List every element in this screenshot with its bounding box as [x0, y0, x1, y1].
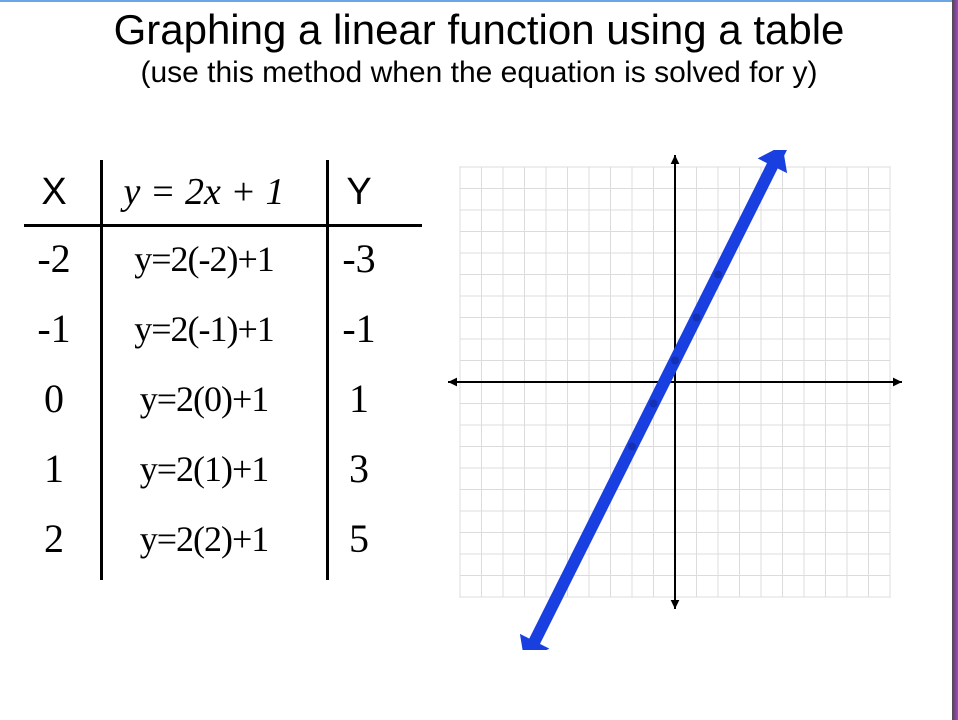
cell-x: 0	[14, 379, 94, 419]
header-equation: y = 2x + 1	[94, 170, 314, 214]
header-y: Y	[314, 171, 404, 214]
cell-eq: y=2(-1)+1	[94, 311, 314, 347]
graph-panel	[448, 150, 908, 650]
cell-eq: y=2(0)+1	[94, 381, 314, 417]
table-header-row: X y = 2x + 1 Y	[14, 160, 424, 224]
table-row: 0 y=2(0)+1 1	[14, 364, 424, 434]
table-row: -2 y=2(-2)+1 -3	[14, 224, 424, 294]
values-table: X y = 2x + 1 Y -2 y=2(-2)+1 -3 -1 y=2(-1…	[14, 160, 424, 574]
cell-x: 2	[14, 519, 94, 559]
table-hline	[24, 224, 422, 227]
content-area: X y = 2x + 1 Y -2 y=2(-2)+1 -3 -1 y=2(-1…	[0, 150, 958, 720]
page-subtitle: (use this method when the equation is so…	[0, 56, 958, 90]
cell-eq: y=2(-2)+1	[94, 241, 314, 277]
top-border	[0, 0, 952, 2]
coordinate-plane	[448, 150, 908, 650]
page-title: Graphing a linear function using a table	[0, 6, 958, 54]
table-row: -1 y=2(-1)+1 -1	[14, 294, 424, 364]
table-row: 2 y=2(2)+1 5	[14, 504, 424, 574]
cell-x: 1	[14, 449, 94, 489]
cell-x: -2	[14, 239, 94, 279]
title-block: Graphing a linear function using a table…	[0, 0, 958, 90]
cell-x: -1	[14, 309, 94, 349]
table-row: 1 y=2(1)+1 3	[14, 434, 424, 504]
cell-eq: y=2(2)+1	[94, 521, 314, 557]
cell-eq: y=2(1)+1	[94, 451, 314, 487]
header-x: X	[14, 171, 94, 214]
